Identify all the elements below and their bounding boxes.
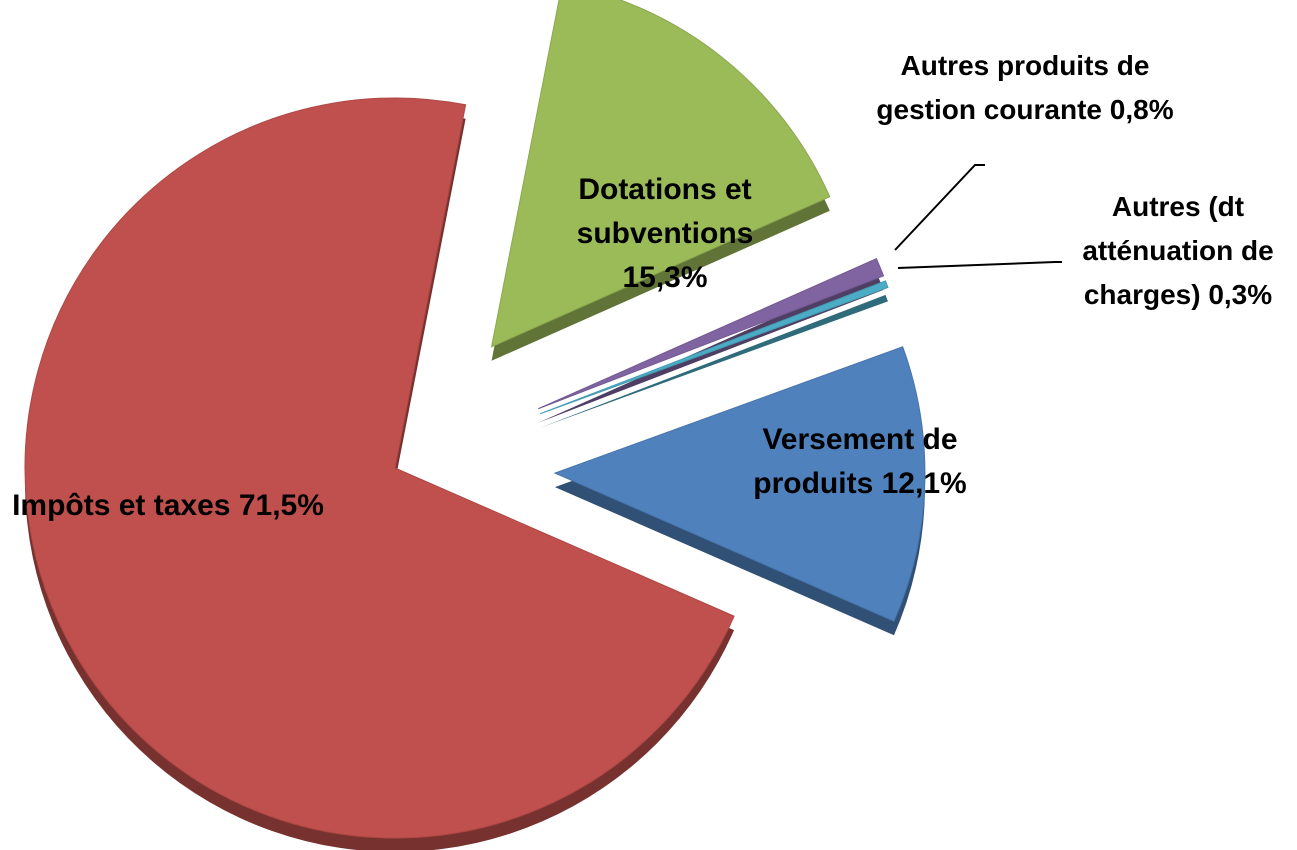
value-label: 15,3% (622, 261, 708, 294)
slice (538, 258, 885, 410)
slice-label: Versement de produits 12,1% (715, 418, 1005, 506)
category-label: Impôts et taxes (12, 489, 231, 522)
slice-label: Autres (dt atténuation de charges) 0,3% (1053, 185, 1297, 317)
value-label: 0,3% (1208, 279, 1273, 310)
slice (540, 280, 889, 415)
value-label: 71,5% (238, 489, 324, 522)
slice-label: Dotations et subventions 15,3% (550, 168, 780, 300)
slice-label: Autres produits de gestion courante 0,8% (865, 44, 1185, 132)
category-label: Autres produits de gestion courante (876, 50, 1150, 125)
slice-tops (24, 0, 926, 839)
leader-line (897, 261, 1062, 269)
slice (490, 0, 831, 348)
value-label: 12,1% (881, 467, 967, 500)
category-label: Dotations et subventions (576, 173, 754, 250)
value-label: 0,8% (1109, 94, 1174, 125)
category-label: Autres (dt atténuation de charges) (1082, 191, 1274, 310)
category-label: Versement de produits (753, 423, 958, 500)
leader-line (894, 164, 985, 251)
slice-label: Impôts et taxes 71,5% (8, 484, 328, 528)
slice (24, 97, 735, 839)
slice-side (540, 294, 888, 428)
slice (553, 346, 926, 622)
